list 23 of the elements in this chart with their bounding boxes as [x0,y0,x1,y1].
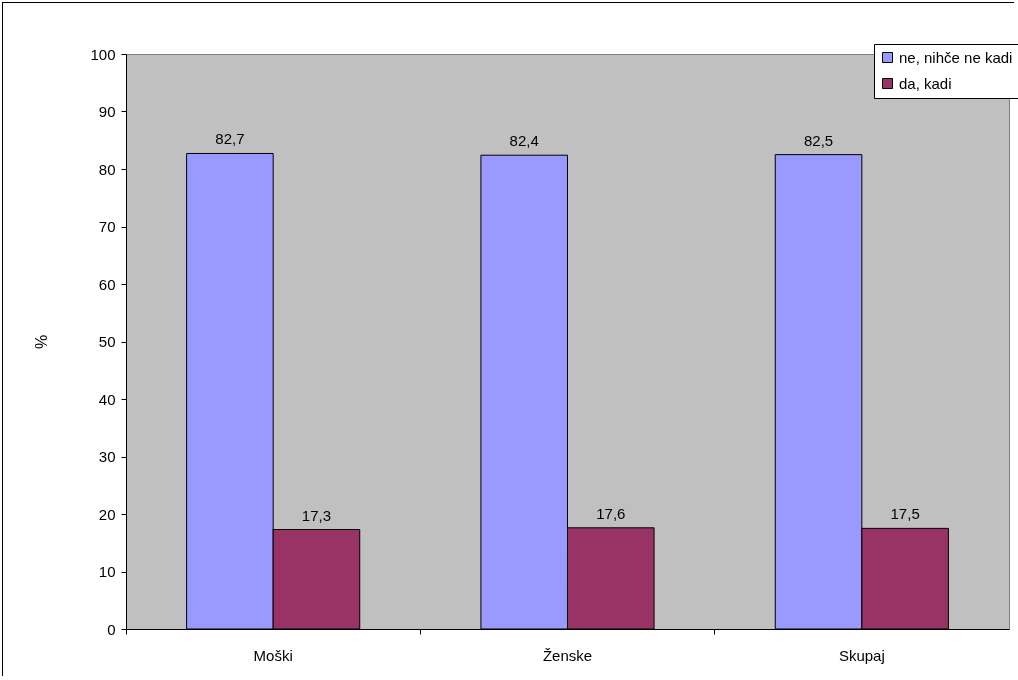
y-axis-title: % [33,334,51,350]
y-tick-label: 20 [98,505,116,523]
x-tick-label: Ženske [542,646,593,664]
y-tick-label: 60 [98,275,116,293]
data-label: 17,3 [301,506,332,524]
data-label: 82,5 [803,131,834,149]
y-tick-label: 50 [98,333,116,350]
data-label: 82,4 [509,132,539,150]
y-tick-label: 100 [90,45,116,63]
y-tick-label: 90 [98,103,116,120]
x-tick-label: Skupaj [838,646,885,664]
data-label: 17,6 [596,504,626,522]
legend-label: da, kadi [899,74,952,92]
y-tick-label: 30 [98,448,116,465]
y-tick-label: 0 [107,620,116,638]
x-tick-label: Moški [253,646,293,664]
y-tick-label: 70 [98,218,116,235]
y-tick-label: 10 [98,563,116,580]
y-tick-label: 80 [98,160,116,178]
legend-label: ne, nihče ne kadi [899,48,1013,66]
y-tick-label: 40 [98,390,116,408]
data-label: 17,5 [890,505,920,523]
data-label: 82,7 [215,130,245,148]
